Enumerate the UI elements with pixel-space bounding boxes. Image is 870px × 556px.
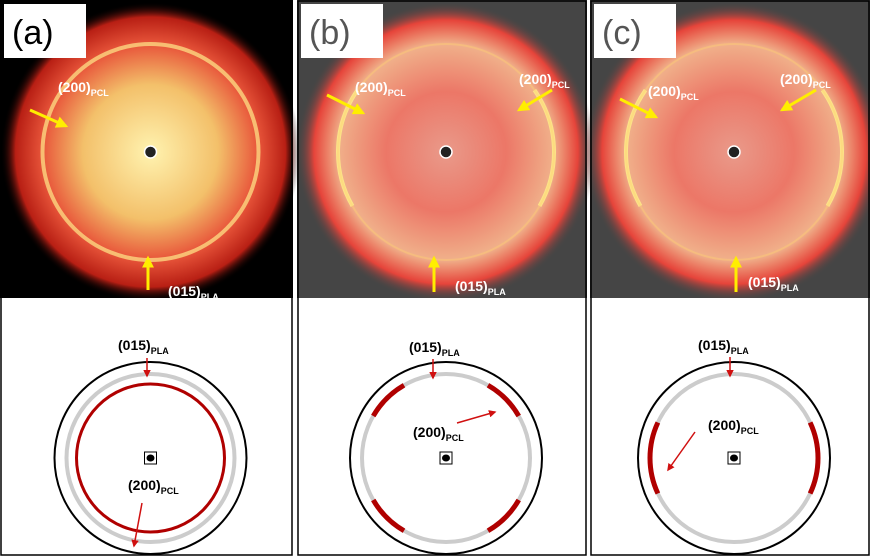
annotation-sub: PCL	[388, 88, 407, 98]
figure: (a)(200)PCL(015)PLA(015)PLA(200)PCL(b)(2…	[0, 0, 870, 556]
annotation-sub: PLA	[731, 346, 750, 356]
annotation-main: (200)	[780, 71, 813, 87]
panel: (a)(200)PCL(015)PLA(015)PLA(200)PCL	[0, 0, 301, 556]
annotation-sub: PLA	[488, 287, 507, 297]
annotation-main: (200)	[355, 79, 388, 95]
annotation-main: (200)	[58, 79, 91, 95]
annotation-sub: PLA	[781, 283, 800, 293]
panel-label: (c)	[602, 14, 642, 52]
panel: (c)(200)PCL(200)PCL(015)PLA(015)PLA(200)…	[584, 0, 870, 556]
annotation-main: (015)	[748, 274, 781, 290]
center-dot	[730, 455, 738, 462]
panel-label: (a)	[12, 14, 54, 52]
annotation-sub: PCL	[91, 88, 110, 98]
annotation-sub: PCL	[161, 486, 180, 496]
beam-stop	[728, 146, 740, 158]
annotation-sub: PCL	[681, 92, 700, 102]
annotation-sub: PCL	[446, 433, 465, 443]
center-dot	[147, 455, 155, 462]
annotation-main: (015)	[118, 337, 151, 353]
annotation-sub: PCL	[552, 80, 571, 90]
annotation-sub: PCL	[813, 80, 832, 90]
annotation-main: (015)	[409, 339, 442, 355]
panel: (b)(200)PCL(200)PCL(015)PLA(015)PLA(200)…	[296, 0, 596, 556]
annotation-main: (200)	[128, 477, 161, 493]
annotation-main: (200)	[413, 424, 446, 440]
panel-label: (b)	[309, 14, 351, 52]
beam-stop	[440, 146, 452, 158]
annotation-sub: PCL	[741, 426, 760, 436]
annotation-main: (015)	[455, 278, 488, 294]
beam-stop	[145, 146, 157, 158]
annotation-sub: PLA	[442, 348, 461, 358]
center-dot	[442, 455, 450, 462]
annotation-main: (015)	[698, 337, 731, 353]
annotation-main: (200)	[708, 417, 741, 433]
annotation-main: (200)	[519, 71, 552, 87]
annotation-sub: PLA	[151, 346, 170, 356]
annotation-main: (200)	[648, 83, 681, 99]
annotation-main: (015)	[168, 283, 201, 299]
